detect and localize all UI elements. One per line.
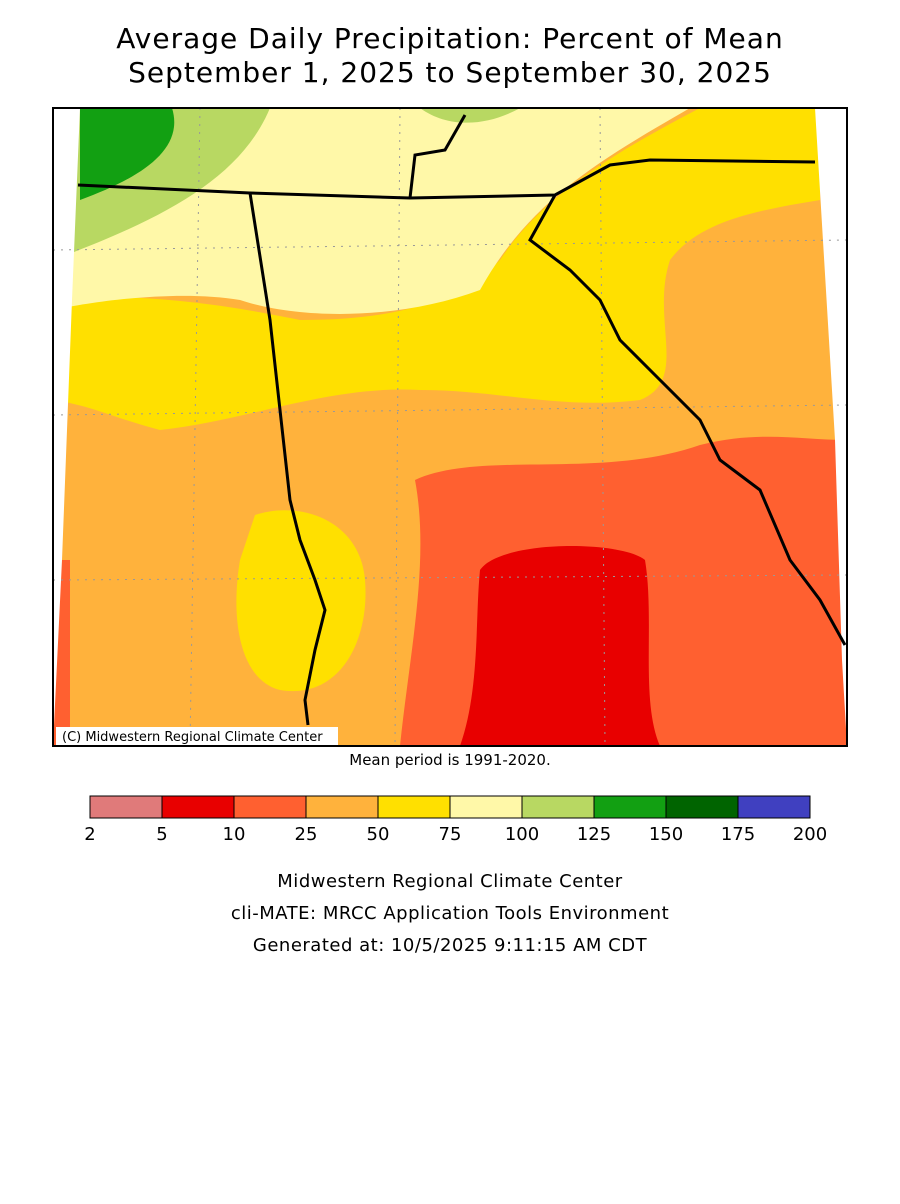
legend-label: 25 <box>295 824 318 845</box>
title: Average Daily Precipitation: Percent of … <box>116 22 783 55</box>
legend: 2 5 10 25 50 75 100 125 150 175 200 <box>84 795 827 845</box>
legend-swatch <box>737 795 811 819</box>
footer-line: cli-MATE: MRCC Application Tools Environ… <box>231 903 669 924</box>
legend-label: 75 <box>439 824 462 845</box>
footer-line: Generated at: 10/5/2025 9:11:15 AM CDT <box>253 935 648 956</box>
legend-swatch <box>377 795 451 819</box>
legend-label: 5 <box>156 824 167 845</box>
legend-label: 2 <box>84 824 95 845</box>
legend-swatch <box>521 795 595 819</box>
footer: Midwestern Regional Climate Center cli-MA… <box>231 871 669 956</box>
map-frame <box>52 107 848 747</box>
legend-label: 50 <box>367 824 390 845</box>
credit: (C) Midwestern Regional Climate Center <box>62 730 323 745</box>
legend-swatch <box>233 795 307 819</box>
legend-label: 200 <box>793 824 827 845</box>
footer-line: Midwestern Regional Climate Center <box>277 871 623 892</box>
legend-swatch <box>89 795 163 819</box>
legend-label: 125 <box>577 824 611 845</box>
subtitle: September 1, 2025 to September 30, 2025 <box>128 56 772 89</box>
legend-swatch <box>665 795 739 819</box>
note: Mean period is 1991-2020. <box>349 751 550 769</box>
state-lines <box>77 114 847 726</box>
legend-label: 175 <box>721 824 755 845</box>
legend-label: 150 <box>649 824 683 845</box>
legend-swatch <box>449 795 523 819</box>
legend-label: 100 <box>505 824 539 845</box>
legend-label: 10 <box>223 824 246 845</box>
legend-swatch <box>161 795 235 819</box>
map <box>53 108 847 746</box>
legend-swatch <box>593 795 667 819</box>
credit-box <box>56 727 338 745</box>
legend-swatch <box>305 795 379 819</box>
